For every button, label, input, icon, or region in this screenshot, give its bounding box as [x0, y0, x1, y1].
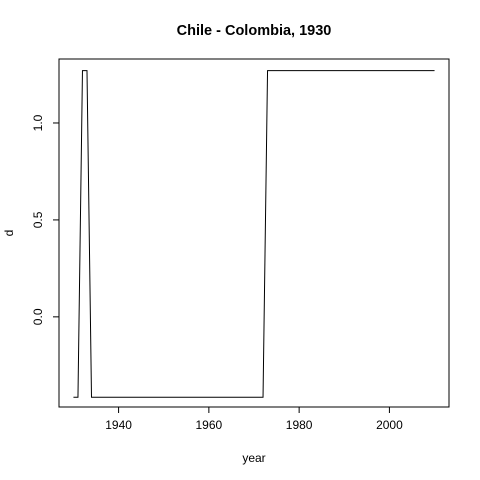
y-tick-label: 0.5 — [31, 211, 45, 228]
series-line — [73, 70, 435, 398]
y-axis-label: d — [2, 230, 16, 237]
y-tick-label: 0.0 — [31, 308, 45, 325]
y-tick-label: 1.0 — [31, 114, 45, 131]
x-tick-label: 2000 — [376, 418, 403, 432]
x-tick-label: 1940 — [105, 418, 132, 432]
x-tick-label: 1980 — [286, 418, 313, 432]
x-axis-label: year — [242, 451, 265, 465]
chart-title: Chile - Colombia, 1930 — [177, 23, 332, 39]
axes: 1940 1960 1980 2000 0.0 0.5 1.0 — [31, 58, 450, 432]
x-tick-label: 1960 — [196, 418, 223, 432]
plot-frame — [58, 58, 450, 408]
plot-area — [73, 70, 435, 398]
